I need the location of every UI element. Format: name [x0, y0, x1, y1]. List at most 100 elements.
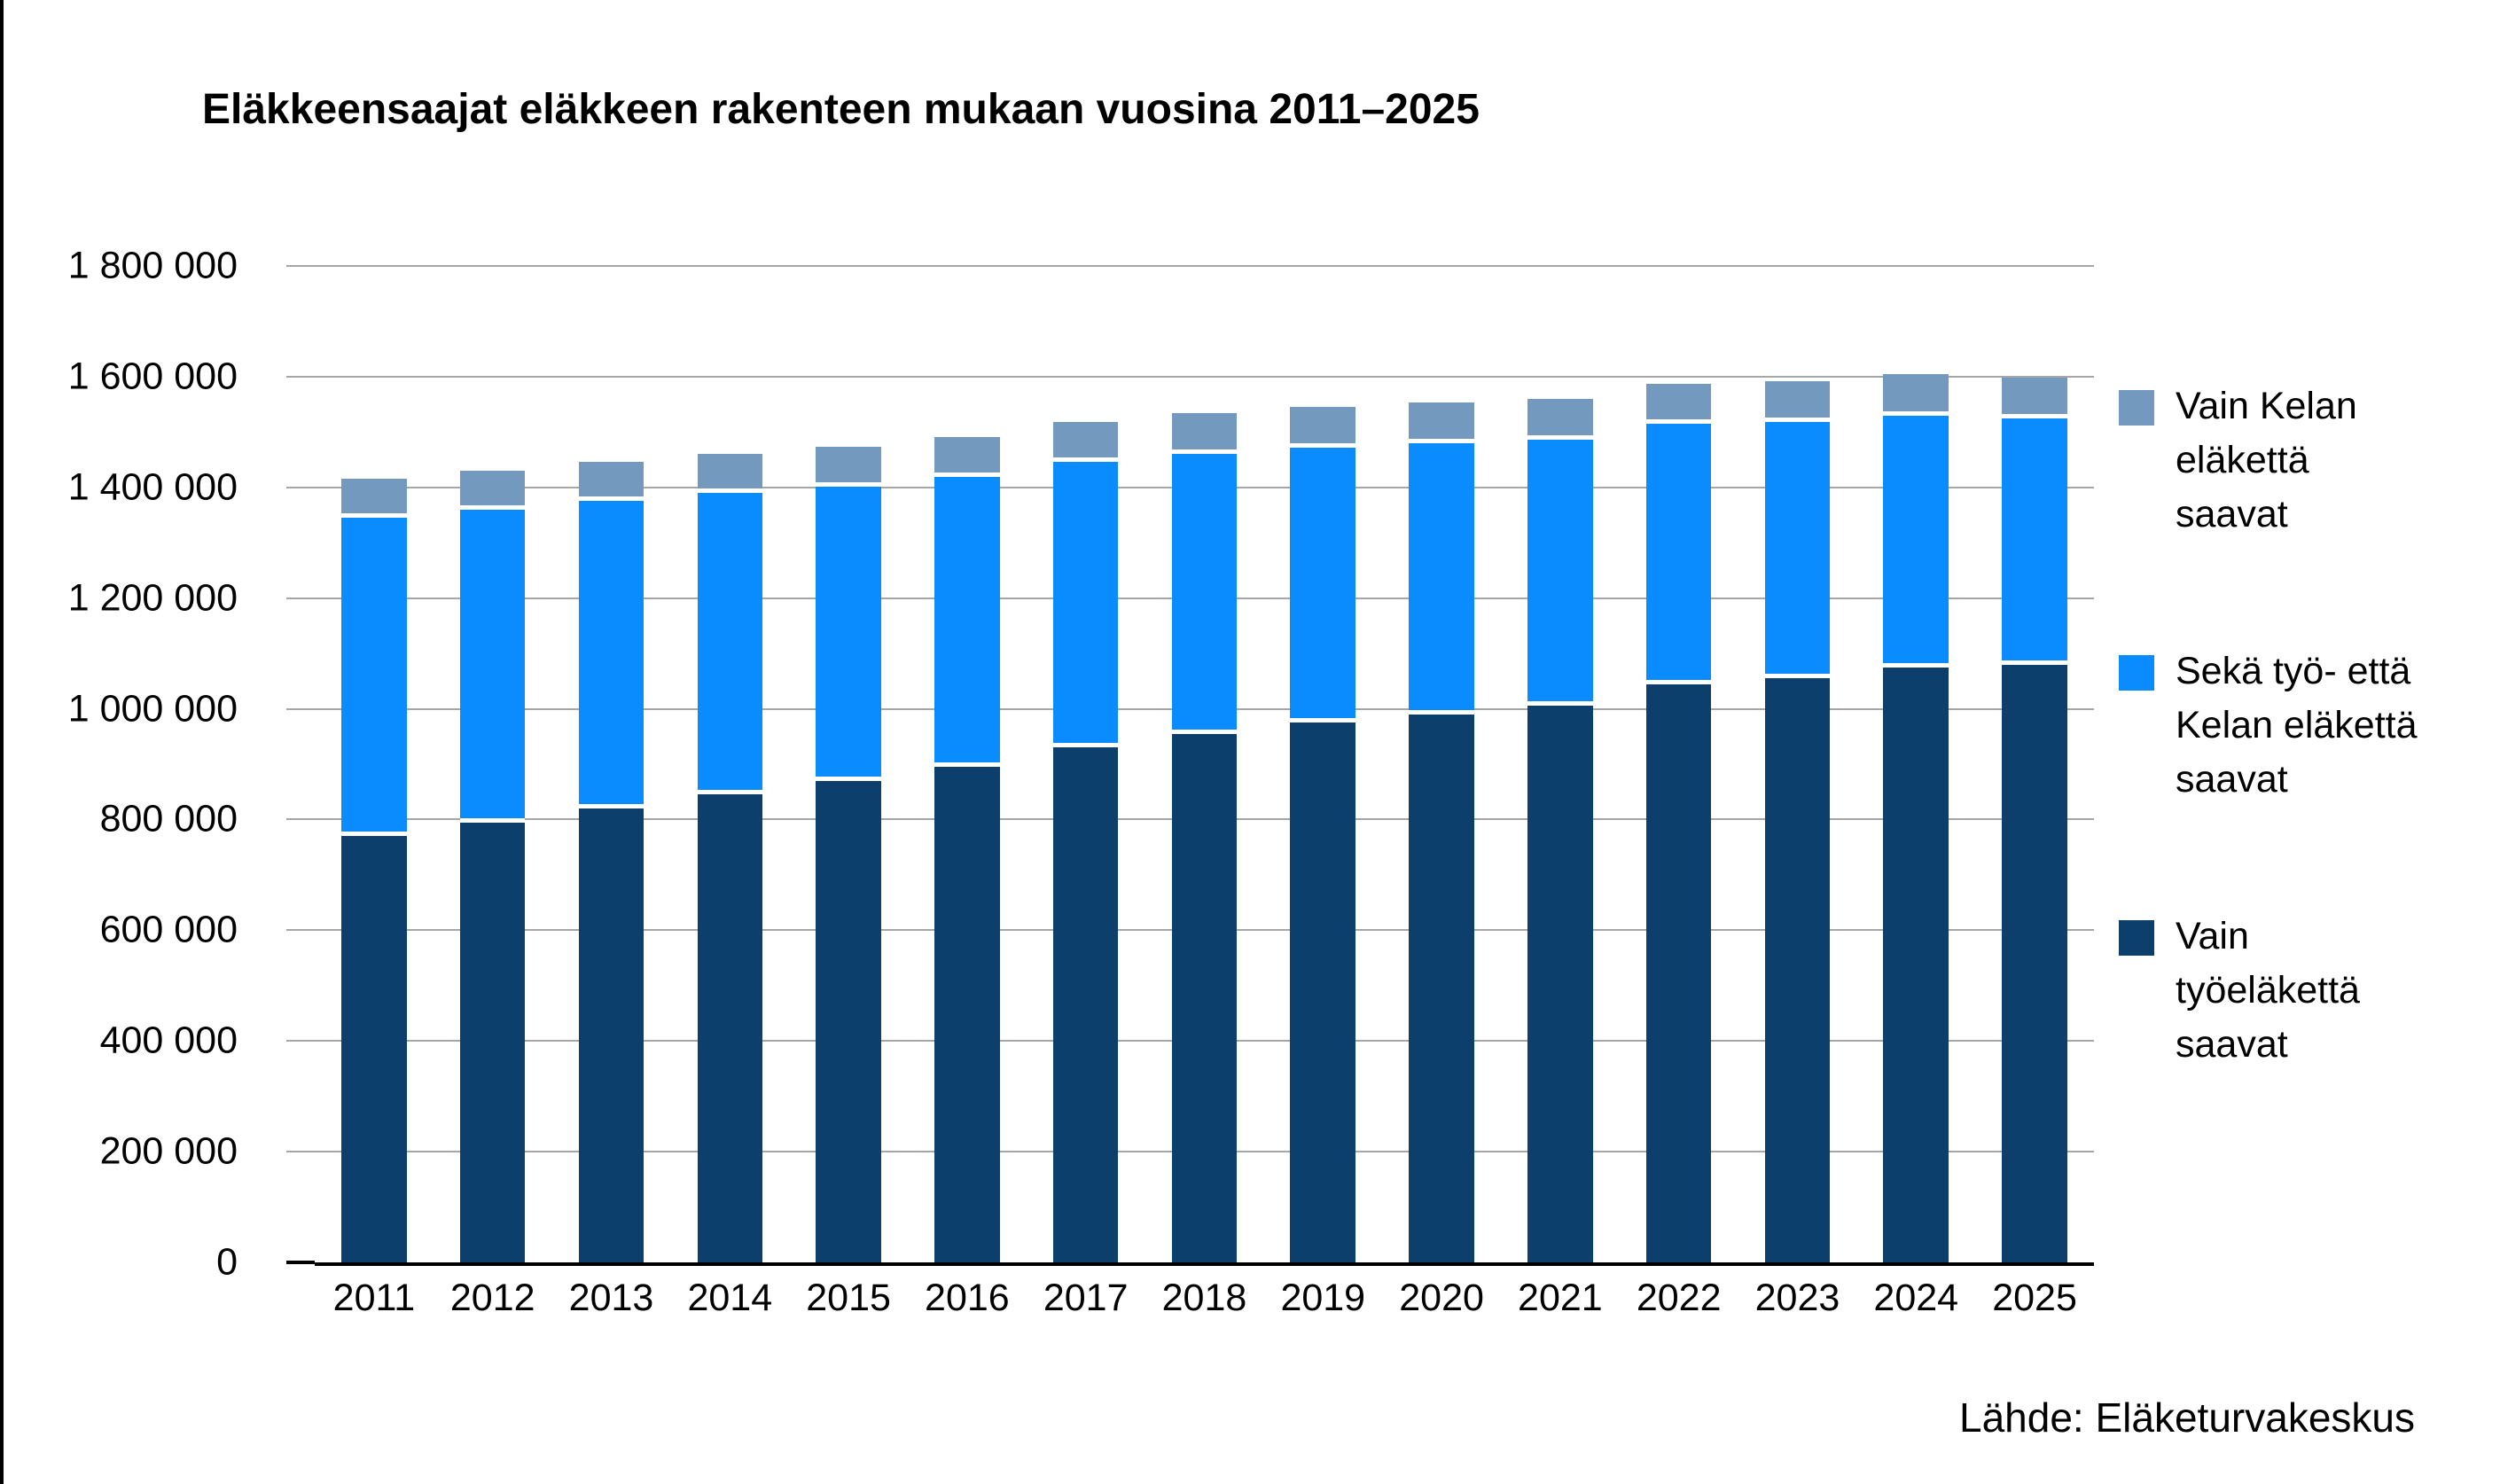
bar-segment-series0-2022 — [1645, 683, 1712, 1262]
bar-segment-series2-2023 — [1764, 380, 1831, 422]
bar-column-2018 — [1145, 266, 1264, 1262]
bar-segment-series2-2020 — [1409, 402, 1474, 444]
stacked-bar-2025 — [2002, 377, 2067, 1262]
y-axis-tick — [286, 1261, 315, 1264]
bar-segment-series2-2011 — [341, 479, 407, 519]
x-axis-label-2016: 2016 — [925, 1277, 1010, 1319]
stacked-bar-2011 — [341, 479, 407, 1262]
legend-label-only-work: Vain työeläkettä saavat — [2176, 915, 2360, 1066]
bar-segment-series1-2025 — [2002, 418, 2067, 665]
y-axis-tick — [286, 818, 315, 820]
bar-segment-series0-2019 — [1290, 722, 1356, 1262]
bar-segment-series2-2014 — [697, 453, 763, 494]
y-axis-tick-label: 200 000 — [99, 1129, 238, 1173]
bar-column-2023 — [1738, 266, 1857, 1262]
x-axis-labels: 2011 2012 2013 2014 2015 2016 2017 2018 2019 2020… — [315, 1277, 2094, 1320]
y-axis-tick — [286, 929, 315, 931]
y-axis-tick — [286, 1040, 315, 1042]
gridline — [315, 376, 2094, 378]
chart-title: Eläkkeensaajat eläkkeen rakenteen mukaan… — [202, 86, 1480, 133]
bar-segment-series0-2017 — [1052, 747, 1119, 1262]
stacked-bar-2024 — [1883, 373, 1949, 1262]
stacked-bar-2015 — [816, 446, 881, 1262]
bar-segment-series0-2015 — [816, 780, 881, 1262]
bar-segment-series2-2021 — [1527, 398, 1593, 441]
stacked-bar-2017 — [1052, 422, 1119, 1262]
bar-segment-series1-2012 — [459, 509, 526, 823]
bar-segment-series2-2016 — [934, 436, 1000, 477]
bar-segment-series1-2014 — [697, 493, 763, 795]
y-axis-tick — [286, 708, 315, 710]
bar-segment-series1-2019 — [1290, 447, 1356, 723]
stacked-bar-2014 — [697, 453, 763, 1262]
legend-swatch-only-work — [2119, 920, 2154, 957]
y-axis-tick-label: 1 400 000 — [67, 465, 238, 509]
stacked-bar-2016 — [934, 436, 1000, 1262]
y-axis-tick — [286, 376, 315, 378]
y-axis-tick-label: 1 000 000 — [67, 687, 238, 730]
legend-swatch-only-kela — [2119, 390, 2154, 426]
y-axis-labels: 1 800 000 1 600 000 1 400 000 1 200 000 1 00… — [0, 245, 238, 1284]
y-axis-tick-label: 600 000 — [99, 908, 238, 951]
bar-segment-series2-2017 — [1052, 422, 1119, 463]
plot-area — [286, 265, 2094, 1266]
x-axis-label-2014: 2014 — [687, 1277, 773, 1319]
bar-segment-series2-2025 — [2002, 377, 2067, 418]
stacked-bar-2018 — [1171, 413, 1238, 1262]
bar-segment-series1-2024 — [1883, 415, 1949, 668]
bar-column-2012 — [434, 266, 552, 1262]
bar-segment-series0-2014 — [697, 794, 763, 1262]
bar-segment-series0-2024 — [1883, 667, 1949, 1262]
y-axis-tick-label: 0 — [216, 1240, 238, 1284]
bar-segment-series2-2019 — [1290, 406, 1356, 448]
stacked-bar-2023 — [1764, 380, 1831, 1262]
legend-label-only-kela: Vain Kelan eläkettä saavat — [2176, 385, 2357, 536]
x-axis-label-2013: 2013 — [568, 1277, 654, 1319]
bar-segment-series2-2018 — [1171, 413, 1238, 454]
bar-column-2022 — [1620, 266, 1738, 1262]
bar-segment-series1-2020 — [1409, 443, 1474, 715]
bar-segment-series0-2016 — [934, 767, 1000, 1262]
y-axis-tick — [286, 598, 315, 599]
bar-segment-series1-2016 — [934, 476, 1000, 768]
legend-item-only-kela: Vain Kelan eläkettä saavat — [2119, 379, 2500, 542]
y-axis-tick-label: 400 000 — [99, 1019, 238, 1062]
y-axis-tick — [286, 487, 315, 488]
bar-segment-series1-2013 — [578, 501, 645, 808]
bars-container — [315, 266, 2094, 1262]
bar-segment-series0-2023 — [1764, 678, 1831, 1262]
bar-segment-series1-2018 — [1171, 453, 1238, 734]
bar-segment-series0-2025 — [2002, 664, 2067, 1262]
stacked-bar-2012 — [459, 471, 526, 1262]
y-axis-tick-label: 1 600 000 — [67, 355, 238, 398]
stacked-bar-2020 — [1409, 402, 1474, 1262]
bar-column-2013 — [552, 266, 671, 1262]
y-axis-tick — [286, 1151, 315, 1152]
bar-segment-series1-2022 — [1645, 424, 1712, 684]
x-axis-label-2019: 2019 — [1280, 1277, 1366, 1319]
x-axis-label-2022: 2022 — [1636, 1277, 1722, 1319]
legend-item-only-work: Vain työeläkettä saavat — [2119, 910, 2500, 1072]
stacked-bar-2019 — [1290, 406, 1356, 1262]
bar-segment-series0-2021 — [1527, 706, 1593, 1262]
bar-segment-series1-2011 — [341, 518, 407, 837]
legend: Vain Kelan eläkettä saavat Sekä työ- ett… — [2119, 379, 2500, 1072]
bar-segment-series0-2012 — [459, 822, 526, 1262]
bar-segment-series1-2017 — [1052, 462, 1119, 748]
y-axis-tick — [286, 265, 315, 267]
bar-column-2019 — [1263, 266, 1382, 1262]
bar-segment-series0-2013 — [578, 808, 645, 1262]
bar-column-2025 — [1975, 266, 2094, 1262]
stacked-bar-2021 — [1527, 398, 1593, 1262]
x-axis-label-2021: 2021 — [1518, 1277, 1603, 1319]
bar-column-2014 — [670, 266, 789, 1262]
stacked-bar-2013 — [578, 462, 645, 1262]
stacked-bar-2022 — [1645, 384, 1712, 1262]
x-axis-label-2011: 2011 — [332, 1277, 416, 1319]
legend-swatch-both — [2119, 655, 2154, 691]
y-axis-tick-label: 1 200 000 — [67, 576, 238, 620]
bar-segment-series0-2020 — [1409, 714, 1474, 1262]
bar-column-2017 — [1027, 266, 1145, 1262]
legend-label-both: Sekä työ- että Kelan eläkettä saavat — [2176, 650, 2418, 801]
y-axis-tick-label: 800 000 — [99, 797, 238, 840]
